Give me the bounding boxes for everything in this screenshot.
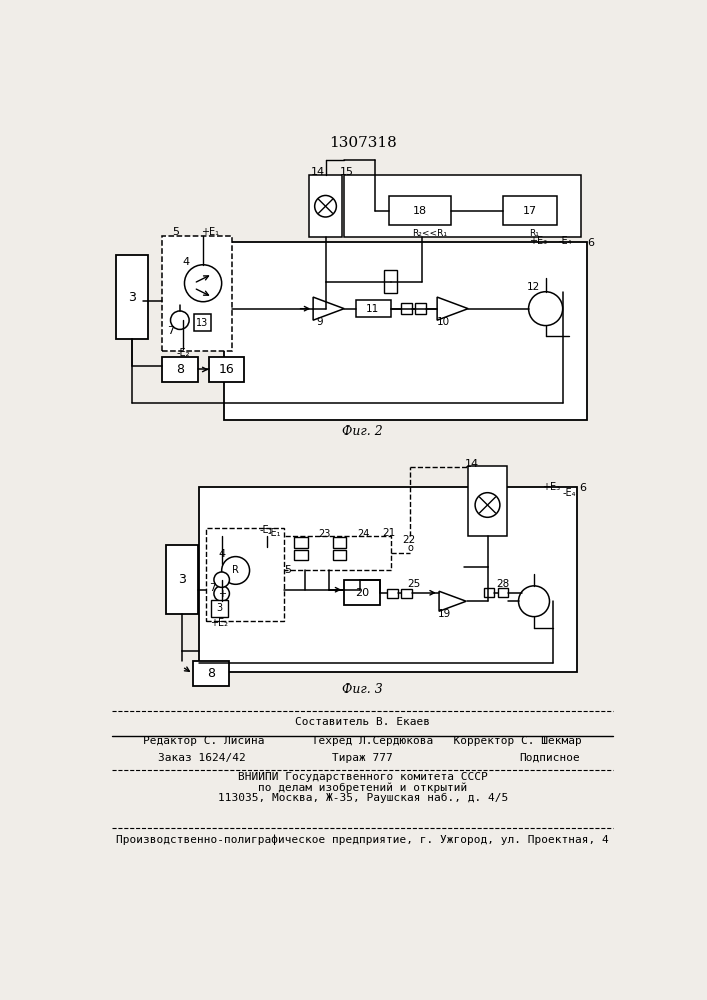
Bar (332, 537, 346, 548)
Text: +E₃: +E₃ (529, 236, 547, 246)
Text: -E₂: -E₂ (176, 348, 189, 358)
Text: Заказ 1624/42: Заказ 1624/42 (158, 753, 246, 763)
Text: 14: 14 (310, 167, 325, 177)
Circle shape (315, 195, 337, 217)
Text: +E₁: +E₁ (201, 227, 219, 237)
Text: 8: 8 (176, 363, 184, 376)
Text: -E₁: -E₁ (260, 525, 274, 535)
Text: -E₁: -E₁ (268, 528, 281, 538)
Text: 8: 8 (207, 667, 215, 680)
Bar (356, 300, 391, 317)
Text: 3: 3 (128, 291, 136, 304)
Text: 18: 18 (413, 206, 427, 216)
Bar (468, 466, 507, 536)
Bar (206, 528, 284, 620)
Text: 24: 24 (357, 529, 370, 539)
Bar (387, 589, 397, 598)
Polygon shape (439, 591, 466, 611)
Text: 9: 9 (316, 317, 322, 327)
Text: 28: 28 (496, 579, 510, 589)
Text: 5: 5 (173, 227, 180, 237)
Bar (166, 545, 199, 614)
Text: Производственно-полиграфическое предприятие, г. Ужгород, ул. Проектная, 4: Производственно-полиграфическое предприя… (117, 835, 609, 845)
Text: 4: 4 (182, 257, 189, 267)
Bar (162, 357, 198, 382)
Text: +E₂: +E₂ (209, 618, 228, 628)
Text: 6: 6 (587, 238, 594, 248)
Text: 25: 25 (407, 579, 421, 589)
Bar (385, 270, 397, 293)
Text: 12: 12 (527, 282, 540, 292)
Text: Редактор С. Лисина       Техред Л.Сердюкова   Корректор С. Шекмар: Редактор С. Лисина Техред Л.Сердюкова Ко… (144, 736, 582, 746)
Text: 19: 19 (438, 609, 452, 619)
Text: Фиг. 2: Фиг. 2 (342, 425, 383, 438)
Text: 5: 5 (284, 565, 291, 575)
Text: -E₄: -E₄ (562, 488, 575, 498)
Text: R₂<<R₁: R₂<<R₁ (412, 229, 447, 238)
Text: -E₄: -E₄ (559, 236, 572, 246)
Bar (401, 303, 411, 314)
Text: +E₃: +E₃ (542, 482, 560, 492)
Circle shape (518, 586, 549, 617)
Circle shape (529, 292, 563, 326)
Bar (224, 242, 587, 420)
Text: ВНИИПИ Государственного комитета СССР: ВНИИПИ Государственного комитета СССР (238, 772, 488, 782)
Bar (344, 175, 580, 237)
Text: 11: 11 (366, 304, 380, 314)
Polygon shape (437, 297, 468, 320)
Text: 7: 7 (167, 326, 174, 336)
Text: 23: 23 (319, 529, 331, 539)
Bar (484, 588, 494, 597)
Text: 113035, Москва, Ж-35, Раушская наб., д. 4/5: 113035, Москва, Ж-35, Раушская наб., д. … (218, 793, 508, 803)
Text: по делам изобретений и открытий: по делам изобретений и открытий (258, 782, 467, 793)
Bar (115, 255, 148, 339)
Text: R₁: R₁ (529, 229, 539, 238)
Text: 3: 3 (216, 603, 223, 613)
Text: +: + (218, 589, 226, 599)
Text: 6: 6 (579, 483, 586, 493)
Text: Фиг. 3: Фиг. 3 (342, 683, 383, 696)
Circle shape (170, 311, 189, 329)
Bar (503, 196, 557, 225)
Bar (209, 357, 244, 382)
Bar (193, 661, 228, 686)
Text: o: o (407, 543, 413, 553)
Text: 10: 10 (437, 317, 450, 327)
Bar (194, 314, 211, 331)
Bar (162, 235, 232, 351)
Bar (416, 303, 426, 314)
Circle shape (185, 265, 222, 302)
Text: Составитель В. Екаев: Составитель В. Екаев (296, 717, 431, 727)
Text: R: R (232, 565, 239, 575)
Bar (344, 580, 380, 605)
Bar (199, 487, 578, 672)
Bar (332, 550, 346, 560)
Text: 13: 13 (196, 318, 209, 328)
Circle shape (214, 586, 230, 601)
Bar (211, 600, 228, 617)
Circle shape (214, 572, 230, 587)
Text: 1307318: 1307318 (329, 136, 397, 150)
Text: 15: 15 (340, 167, 354, 177)
Bar (309, 175, 341, 237)
Circle shape (475, 493, 500, 517)
Text: 21: 21 (382, 528, 396, 538)
Text: 22: 22 (402, 535, 415, 545)
Text: 3: 3 (178, 573, 186, 586)
Bar (498, 588, 508, 597)
Text: 16: 16 (218, 363, 234, 376)
Bar (293, 550, 308, 560)
Text: 4: 4 (219, 549, 226, 559)
Text: Тираж 777: Тираж 777 (332, 753, 393, 763)
Text: 7: 7 (209, 583, 216, 593)
Bar (293, 537, 308, 548)
Bar (389, 196, 451, 225)
Bar (401, 589, 411, 598)
Circle shape (222, 557, 250, 584)
Polygon shape (313, 297, 344, 320)
Text: 14: 14 (465, 459, 479, 469)
Text: 20: 20 (355, 588, 369, 598)
Text: 17: 17 (523, 206, 537, 216)
Text: Подписное: Подписное (519, 753, 580, 763)
